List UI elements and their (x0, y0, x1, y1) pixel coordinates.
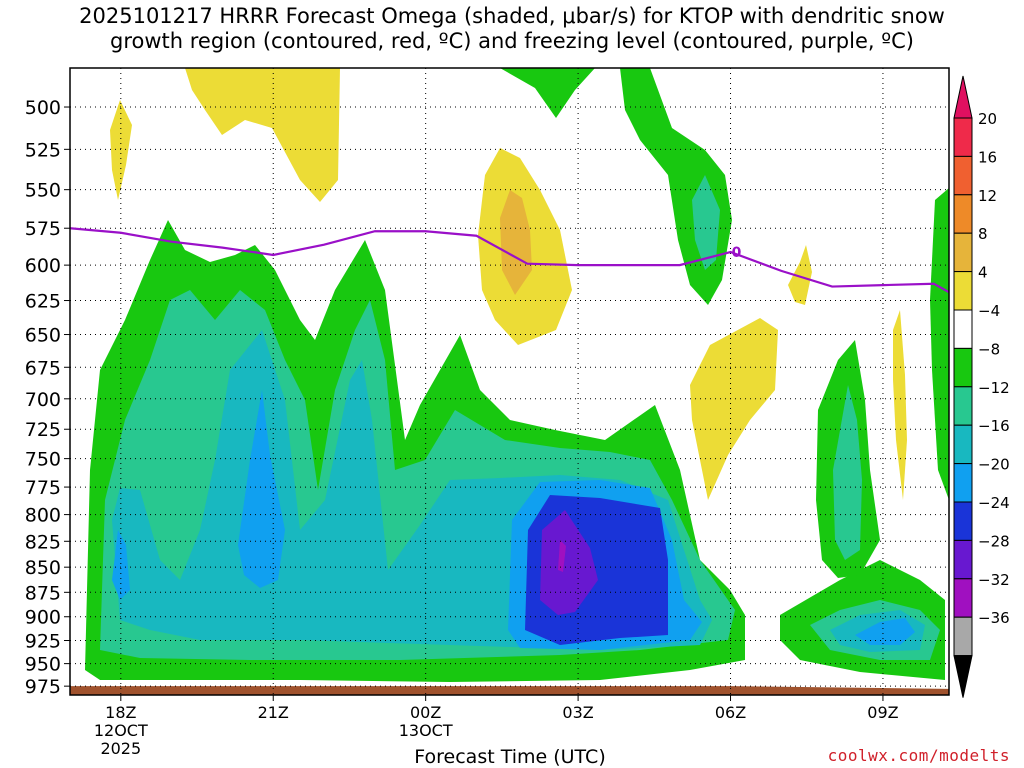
y-tick-label-925: 925 (25, 630, 61, 652)
y-tick-label-600: 600 (25, 255, 61, 277)
colorbar-top-arrow (953, 75, 973, 119)
x-axis-label: Forecast Time (UTC) (414, 746, 606, 768)
colorbar-swatch-5 (953, 309, 973, 349)
colorbar-label-9: −20 (978, 456, 1010, 474)
colorbar-swatch-0 (953, 117, 973, 157)
omega-lt-minus8-column (833, 385, 862, 560)
colorbar-label-6: −8 (978, 340, 1000, 358)
plot-frame (69, 67, 950, 696)
colorbar-label-1: 16 (978, 148, 997, 166)
pressure-axis: 500 525 550 575 600 625 650 675 700 725 750 775 800 8… (25, 97, 70, 698)
omega-lt-minus8-upper (692, 175, 720, 270)
omega-gt-4-top (185, 68, 340, 202)
chart-title-line-2: growth region (contoured, red, ºC) and f… (110, 29, 914, 53)
x-tick-label-00Z: 00Z (410, 703, 441, 722)
colorbar-label-4: 4 (978, 264, 988, 282)
x-tick-date-18Z: 12OCT (94, 721, 148, 740)
x-tick-label-21Z: 21Z (258, 703, 289, 722)
y-tick-label-675: 675 (25, 357, 61, 379)
chart-title-line-1: 2025101217 HRRR Forecast Omega (shaded, … (79, 4, 945, 28)
colorbar-label-10: −24 (978, 494, 1010, 512)
omega-gt-8 (500, 190, 532, 295)
y-tick-label-725: 725 (25, 419, 61, 441)
freezing-level-line (70, 227, 949, 294)
colorbar-swatch-10 (953, 501, 973, 541)
omega-lt-minus4-edge (930, 188, 949, 500)
omega-lt-minus24 (540, 510, 598, 615)
colorbar-swatch-7 (953, 386, 973, 426)
y-tick-label-900: 900 (25, 607, 61, 629)
y-tick-label-975: 975 (25, 676, 61, 698)
chart-title: 2025101217 HRRR Forecast Omega (shaded, … (0, 4, 1024, 54)
y-tick-label-575: 575 (25, 218, 61, 240)
colorbar-label-0: 20 (978, 110, 997, 128)
x-tick-label-06Z: 06Z (715, 703, 746, 722)
x-tick-year-18Z: 2025 (100, 739, 141, 758)
colorbar-label-13: −36 (978, 609, 1010, 627)
omega-lt-minus16-east (855, 618, 915, 645)
y-tick-label-800: 800 (25, 505, 61, 527)
omega-gt-4-small (788, 245, 812, 305)
colorbar: 20 16 12 8 4 −4 −8 −12 −16 −20 −24 −28 −32 −36 (953, 75, 1010, 698)
colorbar-swatch-13 (953, 616, 973, 657)
omega-shading (70, 68, 949, 695)
x-tick-label-03Z: 03Z (562, 703, 593, 722)
colorbar-swatch-11 (953, 539, 973, 580)
colorbar-swatch-12 (953, 578, 973, 618)
colorbar-label-2: 12 (978, 187, 997, 205)
y-tick-label-525: 525 (25, 139, 61, 161)
x-tick-label-18Z: 18Z (105, 703, 136, 722)
y-tick-label-775: 775 (25, 477, 61, 499)
colorbar-swatch-9 (953, 463, 973, 503)
freezing-level-group: 0 (70, 227, 949, 294)
colorbar-label-8: −16 (978, 417, 1010, 435)
omega-gt-4-column (893, 310, 907, 500)
colorbar-label-3: 8 (978, 225, 988, 243)
y-tick-label-825: 825 (25, 531, 61, 553)
colorbar-swatch-2 (953, 194, 973, 234)
y-tick-label-500: 500 (25, 97, 61, 119)
colorbar-swatch-6 (953, 347, 973, 388)
y-tick-label-650: 650 (25, 325, 61, 347)
omega-gt-4-right (690, 318, 778, 500)
y-tick-label-750: 750 (25, 449, 61, 471)
omega-lt-minus16-west (112, 530, 130, 600)
omega-lt-minus28 (558, 540, 566, 572)
freezing-level-label: 0 (732, 245, 742, 261)
y-tick-label-700: 700 (25, 389, 61, 411)
omega-gt-4-upper-left (110, 100, 132, 200)
colorbar-label-5: −4 (978, 302, 1000, 320)
y-tick-label-850: 850 (25, 557, 61, 579)
x-tick-date-00Z: 13OCT (399, 721, 453, 740)
colorbar-swatch-1 (953, 155, 973, 196)
colorbar-swatch-4 (953, 271, 973, 311)
y-tick-label-950: 950 (25, 654, 61, 676)
ground-surface (70, 686, 949, 695)
y-tick-label-625: 625 (25, 291, 61, 313)
y-tick-label-875: 875 (25, 582, 61, 604)
colorbar-label-12: −32 (978, 571, 1010, 589)
colorbar-swatch-3 (953, 232, 973, 273)
colorbar-bottom-arrow (953, 655, 973, 698)
site-credit: coolwx.com/modelts (827, 746, 1010, 765)
x-tick-label-09Z: 09Z (867, 703, 898, 722)
colorbar-label-7: −12 (978, 379, 1010, 397)
colorbar-swatch-8 (953, 424, 973, 465)
omega-lt-minus4-top (500, 68, 595, 118)
y-tick-label-550: 550 (25, 180, 61, 202)
colorbar-label-11: −28 (978, 532, 1010, 550)
